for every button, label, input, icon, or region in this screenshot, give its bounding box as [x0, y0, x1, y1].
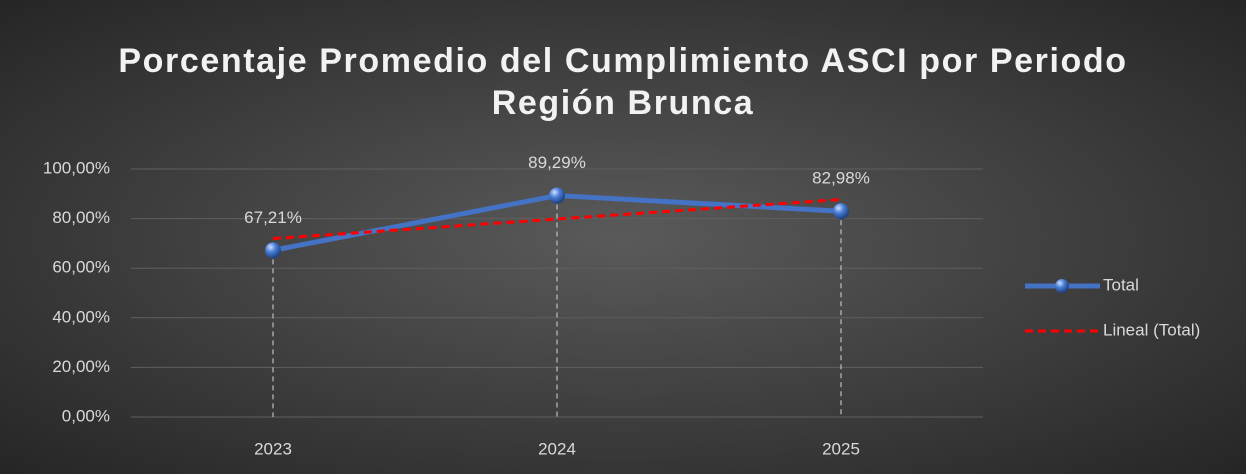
y-tick-label: 40,00% [52, 307, 110, 326]
trend-line [272, 197, 842, 241]
y-tick-label: 20,00% [52, 357, 110, 376]
legend-label: Lineal (Total) [1103, 320, 1200, 339]
marker [549, 187, 565, 204]
y-tick-label: 80,00% [52, 208, 110, 227]
x-tick-label: 2025 [822, 439, 860, 458]
marker [265, 242, 281, 259]
legend-label: Total [1103, 275, 1139, 294]
y-tick-label: 100,00% [43, 158, 110, 177]
y-tick-label: 60,00% [52, 258, 110, 277]
x-tick-label: 2023 [254, 439, 292, 458]
data-label: 82,98% [812, 169, 870, 188]
y-tick-label: 0,00% [62, 406, 110, 425]
legend-marker [1055, 279, 1069, 293]
x-tick-label: 2024 [538, 439, 576, 458]
data-label: 67,21% [244, 208, 302, 227]
marker [833, 203, 849, 220]
chart-title: Porcentaje Promedio del Cumplimiento ASC… [118, 42, 1128, 122]
data-label: 89,29% [528, 153, 586, 172]
